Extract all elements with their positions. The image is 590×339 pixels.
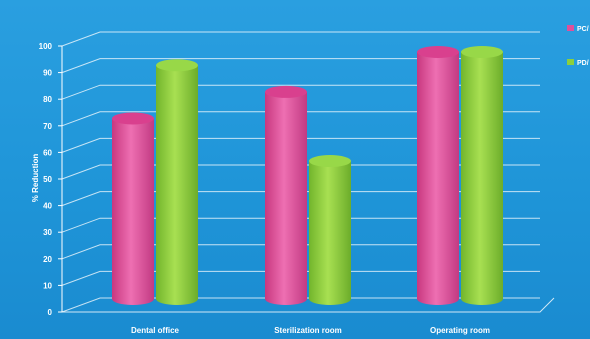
x-axis-line xyxy=(62,297,555,313)
x-tick-label: Sterilization room xyxy=(274,326,342,335)
bars xyxy=(112,46,503,306)
gridline xyxy=(61,58,540,74)
gridline xyxy=(61,244,540,260)
gridline xyxy=(61,217,540,233)
bar xyxy=(417,46,459,305)
gridline xyxy=(61,111,540,127)
gridline xyxy=(61,297,540,313)
y-axis-label: % Reduction xyxy=(31,154,40,203)
y-tick-label: 0 xyxy=(48,308,53,317)
y-tick-label: 70 xyxy=(43,122,52,131)
gridline xyxy=(61,84,540,100)
x-tick-label: Dental office xyxy=(131,326,180,335)
bar xyxy=(309,155,351,305)
gridline xyxy=(61,137,540,153)
legend-label: PC/ xyxy=(577,26,589,33)
y-tick-label: 50 xyxy=(43,175,52,184)
bar xyxy=(156,59,198,305)
y-tick-label: 90 xyxy=(43,69,52,78)
legend-swatch xyxy=(567,59,574,65)
bar xyxy=(461,46,503,305)
y-tick-label: 10 xyxy=(43,281,52,290)
x-tick-label: Operating room xyxy=(430,326,490,335)
y-tick-label: 40 xyxy=(43,202,52,211)
legend-label: PD/ xyxy=(577,60,589,67)
y-tick-label: 20 xyxy=(43,255,52,264)
y-tick-label: 30 xyxy=(43,228,52,237)
legend-swatch xyxy=(567,25,574,31)
x-axis: Dental office Sterilization room Operating… xyxy=(62,297,555,335)
y-axis: 0 10 20 30 40 50 60 70 80 90 100 xyxy=(39,42,63,317)
y-tick-label: 60 xyxy=(43,148,52,157)
gridline xyxy=(61,164,540,180)
gridline xyxy=(61,31,540,47)
gridline xyxy=(61,191,540,207)
y-tick-label: 100 xyxy=(39,42,53,51)
legend: PC/PD/ xyxy=(567,25,589,67)
bar xyxy=(112,112,154,305)
bar xyxy=(265,85,307,306)
y-tick-label: 80 xyxy=(43,95,52,104)
gridline xyxy=(61,270,540,286)
gridlines xyxy=(61,31,540,313)
